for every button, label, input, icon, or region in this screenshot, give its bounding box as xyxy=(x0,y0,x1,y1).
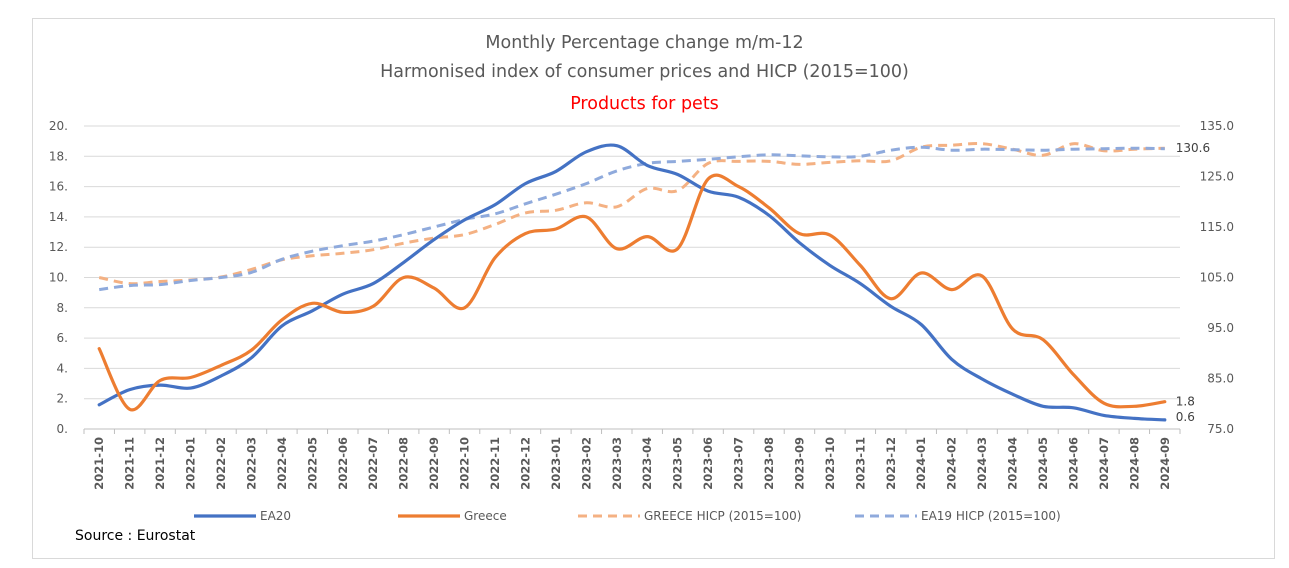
left-tick-label: 6. xyxy=(57,331,68,345)
source-note: Source : Eurostat xyxy=(75,528,196,544)
right-tick-label: 75.0 xyxy=(1207,422,1234,436)
legend-label: GREECE HICP (2015=100) xyxy=(644,509,801,523)
right-tick-label: 85.0 xyxy=(1207,372,1234,386)
x-tick-label: 2023-10 xyxy=(823,437,837,490)
x-tick-label: 2023-03 xyxy=(610,437,624,490)
series-line-ea20 xyxy=(97,143,1167,422)
x-tick-label: 2022-04 xyxy=(275,437,289,490)
x-tick-label: 2022-08 xyxy=(397,437,411,490)
x-tick-label: 2022-11 xyxy=(488,437,502,490)
legend-label: EA19 HICP (2015=100) xyxy=(921,509,1061,523)
x-tick-label: 2023-06 xyxy=(701,437,715,490)
x-tick-label: 2024-09 xyxy=(1158,437,1172,490)
x-tick-label: 2022-01 xyxy=(184,437,198,490)
x-tick-label: 2024-05 xyxy=(1036,437,1050,490)
x-tick-label: 2024-07 xyxy=(1097,437,1111,490)
left-tick-label: 12. xyxy=(49,240,68,254)
left-tick-label: 8. xyxy=(57,301,68,315)
x-tick-label: 2024-02 xyxy=(945,437,959,490)
x-tick-label: 2022-09 xyxy=(427,437,441,490)
right-tick-label: 105.0 xyxy=(1200,271,1234,285)
x-axis: 2021-10 2021-11 2021-12 2022-01 2022-02 2022-… xyxy=(83,428,1181,490)
legend-label: EA20 xyxy=(260,509,291,523)
legend-item-ea19-hicp: EA19 HICP (2015=100) xyxy=(855,509,1061,523)
x-tick-label: 2022-06 xyxy=(336,437,350,490)
legend-item-greece: Greece xyxy=(398,509,507,523)
series-line-ea19-hicp xyxy=(98,145,1165,292)
x-tick-label: 2022-05 xyxy=(305,437,319,490)
x-tick-label: 2023-05 xyxy=(671,437,685,490)
right-tick-label: 125.0 xyxy=(1200,170,1234,184)
left-tick-label: 18. xyxy=(49,149,68,163)
chart-frame xyxy=(32,18,1275,559)
right-tick-label: 95.0 xyxy=(1207,321,1234,335)
x-tick-label: 2022-12 xyxy=(518,437,532,490)
x-tick-label: 2021-12 xyxy=(153,437,167,490)
x-tick-label: 2023-11 xyxy=(853,437,867,490)
x-tick-label: 2022-02 xyxy=(214,437,228,490)
chart-title-line-2: Harmonised index of consumer prices and … xyxy=(380,62,909,82)
left-tick-label: 2. xyxy=(57,392,68,406)
x-tick-label: 2023-12 xyxy=(884,437,898,490)
x-tick-label: 2023-07 xyxy=(732,437,746,490)
x-tick-label: 2022-10 xyxy=(458,437,472,490)
legend-item-greece-hicp: GREECE HICP (2015=100) xyxy=(578,509,801,523)
x-tick-label: 2021-11 xyxy=(123,437,137,490)
x-tick-label: 2023-09 xyxy=(792,437,806,490)
left-tick-label: 20. xyxy=(49,119,68,133)
series-line-greece-hicp xyxy=(98,142,1165,286)
x-tick-label: 2023-02 xyxy=(579,437,593,490)
x-tick-label: 2024-03 xyxy=(975,437,989,490)
x-tick-label: 2023-04 xyxy=(640,437,654,490)
x-tick-label: 2024-06 xyxy=(1066,437,1080,490)
x-tick-label: 2023-08 xyxy=(762,437,776,490)
x-tick-label: 2023-01 xyxy=(549,437,563,490)
end-label-ea20: 0.6 xyxy=(1176,410,1195,424)
chart-title-line-1: Monthly Percentage change m/m-12 xyxy=(485,33,804,53)
left-tick-label: 10. xyxy=(49,271,68,285)
end-label-hicp: 130.6 xyxy=(1176,141,1210,155)
legend: EA20 Greece GREECE HICP (2015=100) EA19 HIC… xyxy=(194,509,1061,523)
x-tick-label: 2022-03 xyxy=(244,437,258,490)
x-tick-label: 2022-07 xyxy=(366,437,380,490)
right-axis: 75.0 85.0 95.0 105.0 115.0 125.0 135.0 xyxy=(1200,119,1234,436)
left-tick-label: 14. xyxy=(49,210,68,224)
x-tick-label: 2024-01 xyxy=(914,437,928,490)
x-tick-label: 2021-10 xyxy=(92,437,106,490)
chart-title-line-3: Products for pets xyxy=(570,94,719,114)
series-line-greece xyxy=(97,173,1167,412)
x-tick-label: 2024-04 xyxy=(1006,437,1020,490)
left-tick-label: 4. xyxy=(57,361,68,375)
series-lines xyxy=(97,142,1167,422)
left-tick-label: 16. xyxy=(49,180,68,194)
end-label-greece: 1.8 xyxy=(1176,395,1195,409)
legend-label: Greece xyxy=(464,509,507,523)
legend-item-ea20: EA20 xyxy=(194,509,291,523)
left-tick-label: 0. xyxy=(57,422,68,436)
left-axis: 0. 2. 4. 6. 8. 10. 12. 14. 16. 18. 20. xyxy=(49,119,68,436)
right-tick-label: 115.0 xyxy=(1200,220,1234,234)
end-labels: 1.80.6 130.6 xyxy=(1176,141,1210,424)
right-tick-label: 135.0 xyxy=(1200,119,1234,133)
gridlines xyxy=(84,125,1180,430)
x-tick-label: 2024-08 xyxy=(1127,437,1141,490)
